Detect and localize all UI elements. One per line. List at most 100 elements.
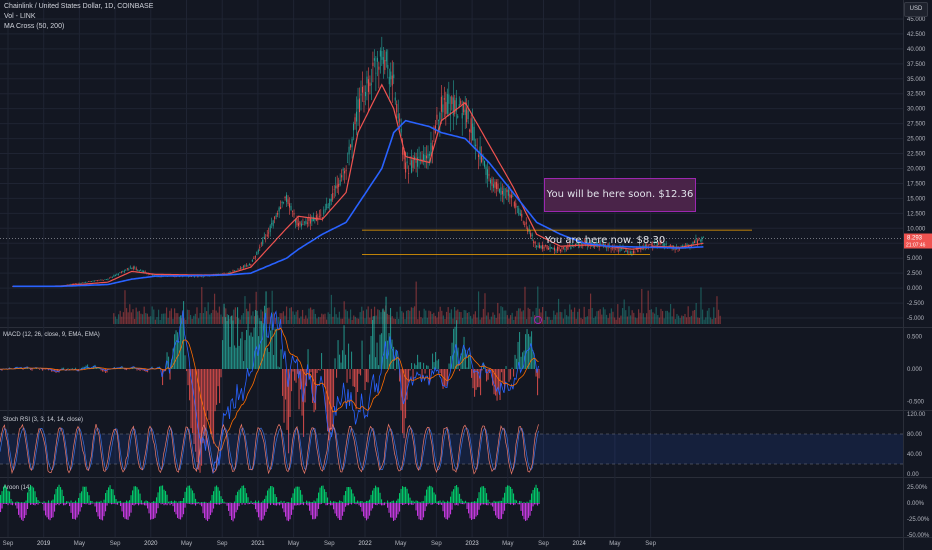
volume-bar — [594, 316, 596, 324]
aroon-up-bar — [229, 502, 231, 503]
candle-body — [548, 248, 550, 250]
aroon-down-bar — [283, 503, 285, 513]
candle-body — [500, 187, 502, 195]
aroon-up-bar — [193, 493, 195, 503]
candle-body — [375, 72, 377, 74]
aroon-down-bar — [328, 503, 330, 504]
macd-histogram-bar — [360, 369, 362, 376]
aroon-up-bar — [154, 501, 156, 503]
candle-body — [530, 233, 532, 237]
volume-bar — [714, 317, 716, 324]
aroon-down-bar — [85, 503, 87, 505]
volume-bar — [271, 290, 273, 324]
macd-histogram-bar — [267, 347, 269, 369]
candle-body — [406, 161, 408, 163]
volume-bar — [671, 316, 673, 324]
volume-bar — [453, 306, 456, 324]
macd-histogram-bar — [523, 350, 525, 369]
aroon-down-bar — [390, 503, 392, 518]
candle-body — [138, 270, 140, 272]
volume-bar — [413, 306, 416, 324]
candle-body — [263, 236, 265, 239]
macd-histogram-bar — [417, 354, 419, 369]
volume-bar — [636, 318, 638, 324]
macd-histogram-bar — [474, 369, 476, 397]
aroon-down-bar — [57, 503, 59, 505]
candle-body — [562, 247, 564, 249]
aroon-up-bar — [133, 486, 135, 503]
aroon-down-bar — [220, 503, 222, 504]
aroon-down-bar — [307, 503, 309, 506]
candle-body — [95, 280, 97, 281]
candle-body — [555, 250, 557, 252]
volume-bar — [140, 313, 142, 324]
candle-body — [391, 75, 393, 86]
aroon-up-bar — [342, 501, 344, 503]
aroon-down-bar — [205, 503, 207, 520]
aroon-up-bar — [31, 486, 33, 503]
volume-bar — [521, 311, 523, 324]
aroon-down-bar — [94, 503, 96, 507]
aroon-down-bar — [402, 503, 404, 506]
macd-histogram-bar — [204, 369, 206, 436]
aroon-up-bar — [499, 500, 501, 503]
aroon-up-bar — [363, 502, 365, 503]
volume-bar — [490, 316, 492, 324]
candle-body — [91, 281, 93, 282]
macd-histogram-bar — [235, 347, 237, 369]
candle-body — [458, 104, 460, 108]
candle-body — [451, 96, 453, 105]
time-axis-label: 2023 — [465, 541, 479, 547]
macd-histogram-bar — [337, 340, 339, 369]
candle-body — [135, 268, 137, 270]
candle-body — [461, 113, 463, 119]
volume-bar — [479, 319, 481, 324]
macd-histogram-bar — [94, 364, 96, 369]
aroon-down-bar — [18, 503, 20, 515]
macd-histogram-bar — [225, 317, 227, 369]
macd-histogram-bar — [139, 369, 141, 371]
aroon-down-bar — [499, 503, 501, 520]
macd-histogram-bar — [366, 369, 368, 382]
last-price-value: 8.293 — [907, 236, 923, 242]
aroon-up-bar — [52, 499, 54, 503]
volume-bar — [129, 304, 131, 324]
aroon-down-bar — [249, 503, 251, 505]
candle-body — [661, 242, 663, 244]
aroon-down-bar — [496, 503, 498, 518]
aroon-up-bar — [250, 500, 252, 503]
aroon-down-bar — [102, 503, 104, 521]
volume-bar — [649, 309, 651, 324]
macd-histogram-bar — [234, 345, 236, 369]
volume-bar — [677, 315, 680, 324]
volume-bar — [197, 318, 200, 324]
macd-histogram-bar — [481, 369, 483, 371]
aroon-up-bar — [426, 489, 428, 503]
aroon-up-bar — [0, 494, 2, 503]
volume-bar — [244, 296, 246, 324]
macd-histogram-bar — [508, 369, 510, 382]
aroon-up-bar — [187, 485, 189, 503]
candle-body — [367, 79, 369, 92]
aroon-up-bar — [376, 487, 378, 503]
currency-button[interactable]: USD — [904, 2, 928, 17]
macd-histogram-bar — [124, 369, 126, 370]
candle-body — [272, 220, 274, 227]
aroon-up-bar — [508, 485, 510, 503]
aroon-up-bar — [436, 501, 438, 503]
macd-histogram-bar — [189, 369, 191, 401]
aroon-up-bar — [496, 501, 498, 503]
candle-body — [433, 127, 435, 129]
aroon-up-bar — [361, 501, 363, 503]
candle-body — [659, 242, 661, 244]
volume-bar — [133, 318, 136, 324]
volume-bar — [124, 290, 126, 324]
aroon-down-bar — [247, 503, 249, 505]
volume-bar — [279, 313, 281, 324]
macd-histogram-bar — [136, 369, 138, 371]
aroon-down-bar — [339, 503, 341, 521]
macd-histogram-bar — [324, 369, 326, 387]
candle-body — [507, 189, 509, 196]
candle-body — [640, 248, 642, 250]
